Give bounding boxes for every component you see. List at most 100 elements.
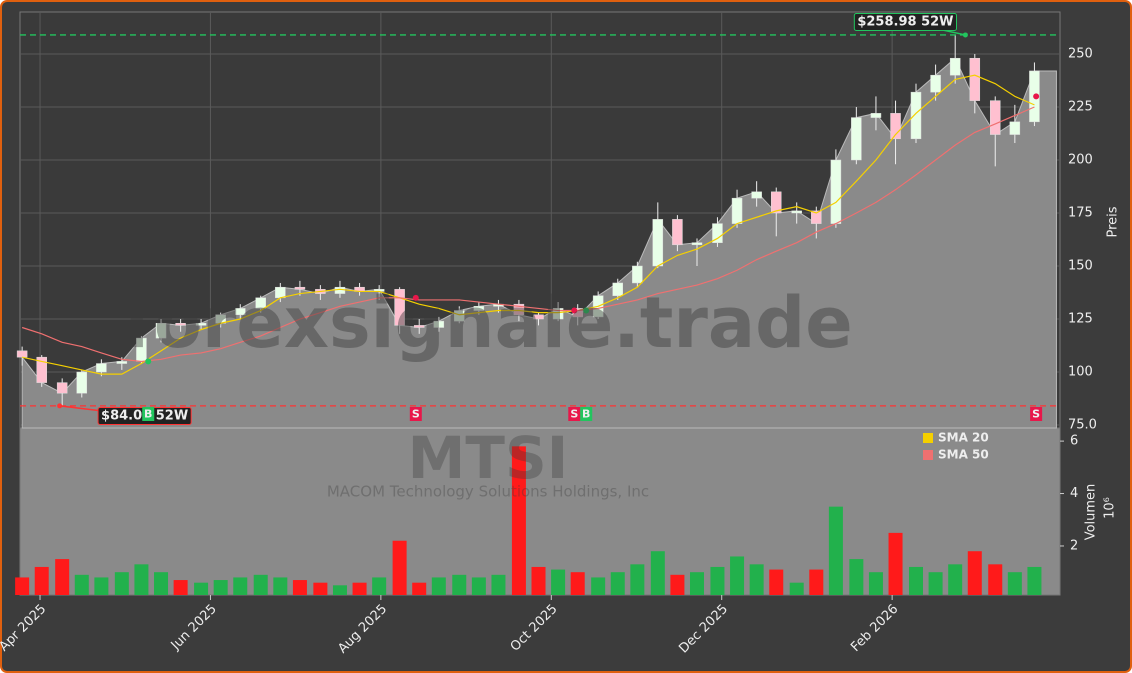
volume-bar xyxy=(332,585,347,595)
signal-label: S xyxy=(412,408,420,421)
candle-body xyxy=(691,242,703,246)
signal-marker xyxy=(1030,407,1043,421)
candle-body xyxy=(235,308,246,316)
candle-body xyxy=(533,314,544,320)
y-tick-label: 225 xyxy=(1068,99,1093,114)
signal-marker xyxy=(580,407,593,421)
volume-bar xyxy=(114,572,129,595)
volume-bar xyxy=(452,574,467,595)
volume-bar xyxy=(749,564,764,595)
volume-bar xyxy=(868,572,883,595)
volume-bar xyxy=(630,564,645,595)
volume-bar xyxy=(1007,572,1022,595)
y-tick-label: 150 xyxy=(1068,259,1093,274)
candle-body xyxy=(394,289,405,326)
volume-bar xyxy=(710,566,725,595)
volume-bar xyxy=(948,564,963,595)
volume-bar xyxy=(591,577,606,595)
volume-bar xyxy=(15,577,30,595)
candle-body xyxy=(751,191,762,199)
company: MACOM Technology Solutions Holdings, Inc xyxy=(327,483,649,501)
volume-axis-label: Volumen xyxy=(1084,484,1099,541)
annotation-label: $258.98 52W xyxy=(857,15,953,30)
volume-bar xyxy=(233,577,248,595)
candle-body xyxy=(36,356,47,383)
legend-swatch xyxy=(923,450,933,460)
volume-bar xyxy=(173,580,188,595)
signal-label: B xyxy=(144,408,152,421)
candle-body xyxy=(612,282,624,296)
candle-body xyxy=(175,323,186,326)
volume-bar xyxy=(313,582,328,595)
legend-swatch xyxy=(923,433,933,443)
volume-bar xyxy=(94,577,109,595)
candle-body xyxy=(473,306,485,311)
volume-bar xyxy=(194,582,209,595)
sma-line xyxy=(22,74,1035,375)
volume-bar xyxy=(849,559,864,595)
volume-bar xyxy=(74,574,89,595)
candle-body xyxy=(56,382,68,394)
volume-bar xyxy=(570,572,585,595)
volume-bar xyxy=(551,569,566,595)
candle-body xyxy=(811,210,822,224)
volume-bar xyxy=(491,574,506,595)
candle-body xyxy=(96,363,107,373)
volume-bar xyxy=(650,551,665,595)
volume-bar xyxy=(531,566,546,595)
candle-body xyxy=(770,191,782,214)
signal-marker xyxy=(568,407,581,421)
candle-body xyxy=(116,361,128,364)
volume-bar xyxy=(690,572,705,595)
candle-body xyxy=(413,325,425,328)
candle-body xyxy=(890,113,901,140)
candle-body xyxy=(712,223,723,243)
signal-dot xyxy=(1033,93,1040,100)
legend-label: SMA 50 xyxy=(938,448,989,462)
volume-bar xyxy=(511,446,526,595)
y-tick-label: 175 xyxy=(1068,206,1093,221)
candle-body xyxy=(513,303,525,316)
volume-bar xyxy=(730,556,745,595)
annotation-box xyxy=(853,13,958,31)
signal-dot xyxy=(412,294,419,301)
volume-bar xyxy=(828,506,843,595)
candle-body xyxy=(433,320,445,328)
volume-bar xyxy=(888,532,903,595)
volume-bar xyxy=(392,540,407,595)
candle-body xyxy=(294,286,306,290)
annotation-arrowhead xyxy=(57,403,63,409)
volume-bar xyxy=(412,582,427,595)
candle-body xyxy=(910,91,922,140)
volume-bar xyxy=(55,559,70,595)
candle-body xyxy=(552,308,564,320)
candle-body xyxy=(851,117,862,161)
volume-bar xyxy=(431,577,446,595)
signal-dot xyxy=(571,307,578,314)
volume-bar xyxy=(213,580,228,595)
volume-bar xyxy=(789,582,804,595)
volume-bar xyxy=(1027,566,1042,595)
y-tick-label: 100 xyxy=(1068,365,1093,380)
volume-bar xyxy=(273,577,288,595)
candle-body xyxy=(949,57,961,76)
signal-label: S xyxy=(570,408,578,421)
candle-body xyxy=(731,197,743,224)
volume-tick-label: 2 xyxy=(1070,538,1078,553)
candle-body xyxy=(930,74,941,93)
volume-bar xyxy=(670,574,685,595)
candle-body xyxy=(830,159,842,224)
watermark: forexsignale.trade xyxy=(123,282,852,364)
ticker: MTSI xyxy=(408,424,569,492)
volume-bar xyxy=(769,569,784,595)
candle-body xyxy=(989,100,1001,135)
volume-bar xyxy=(928,572,943,595)
volume-bar xyxy=(292,580,307,595)
volume-bar xyxy=(610,572,625,595)
candle-body xyxy=(672,219,683,246)
annotation-arrowhead xyxy=(962,32,968,38)
volume-scale-label: 10⁶ xyxy=(1103,497,1118,519)
signal-label: B xyxy=(582,408,590,421)
volume-bar xyxy=(154,572,169,595)
volume-bar xyxy=(471,577,486,595)
